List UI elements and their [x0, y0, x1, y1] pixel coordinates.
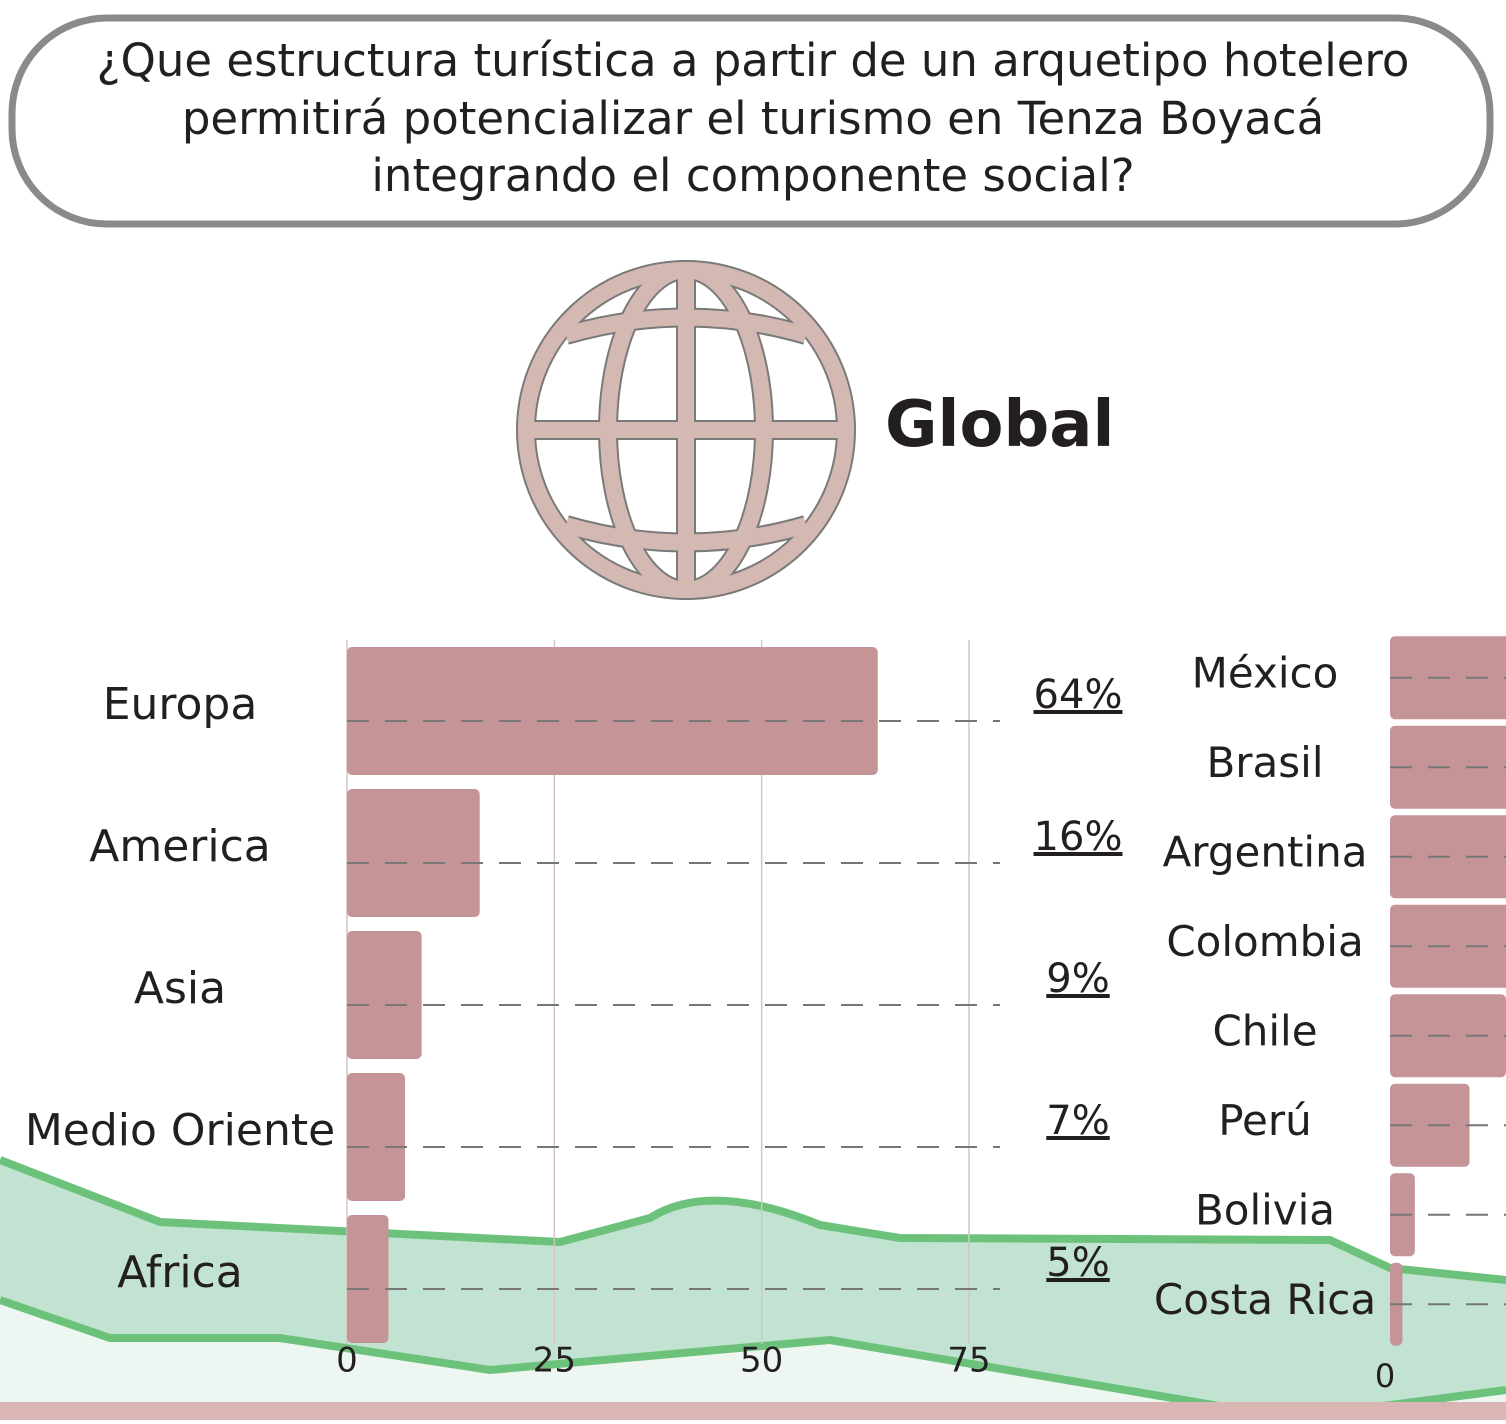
question-line: permitirá potencializar el turismo en Te…	[182, 92, 1324, 145]
x-tick-label: 50	[740, 1341, 783, 1381]
category-label: Medio Oriente	[25, 1105, 335, 1156]
bar	[347, 647, 878, 775]
category-label: Colombia	[1166, 917, 1363, 966]
bar	[347, 789, 480, 917]
category-label: Chile	[1212, 1006, 1317, 1055]
globe-icon	[526, 270, 846, 590]
bar	[347, 1215, 388, 1343]
category-label: America	[89, 821, 271, 872]
category-label: Brasil	[1206, 738, 1323, 787]
category-label: Argentina	[1163, 827, 1368, 876]
category-label: Perú	[1218, 1096, 1312, 1145]
category-label: México	[1192, 648, 1339, 697]
question-line: ¿Que estructura turística a partir de un…	[97, 34, 1410, 87]
infographic: ¿Que estructura turística a partir de un…	[0, 0, 1506, 1420]
value-label: 7%	[1046, 1098, 1109, 1144]
value-label: 5%	[1046, 1240, 1109, 1286]
x-tick-label: 25	[533, 1341, 576, 1381]
value-label: 64%	[1034, 672, 1123, 718]
x-tick-label: 0	[336, 1341, 358, 1381]
category-label: Europa	[103, 679, 258, 730]
bar	[347, 931, 422, 1059]
category-label: Bolivia	[1195, 1185, 1335, 1234]
question-line: integrando el componente social?	[371, 149, 1134, 202]
x-tick-label: 75	[947, 1341, 990, 1381]
category-label: Asia	[134, 963, 226, 1014]
category-label: Africa	[117, 1247, 243, 1298]
value-label: 9%	[1046, 956, 1109, 1002]
bar	[347, 1073, 405, 1201]
value-label: 16%	[1034, 814, 1123, 860]
section-title: Global	[885, 388, 1114, 462]
x-tick-label: 0	[1375, 1357, 1395, 1395]
category-label: Costa Rica	[1154, 1275, 1376, 1324]
